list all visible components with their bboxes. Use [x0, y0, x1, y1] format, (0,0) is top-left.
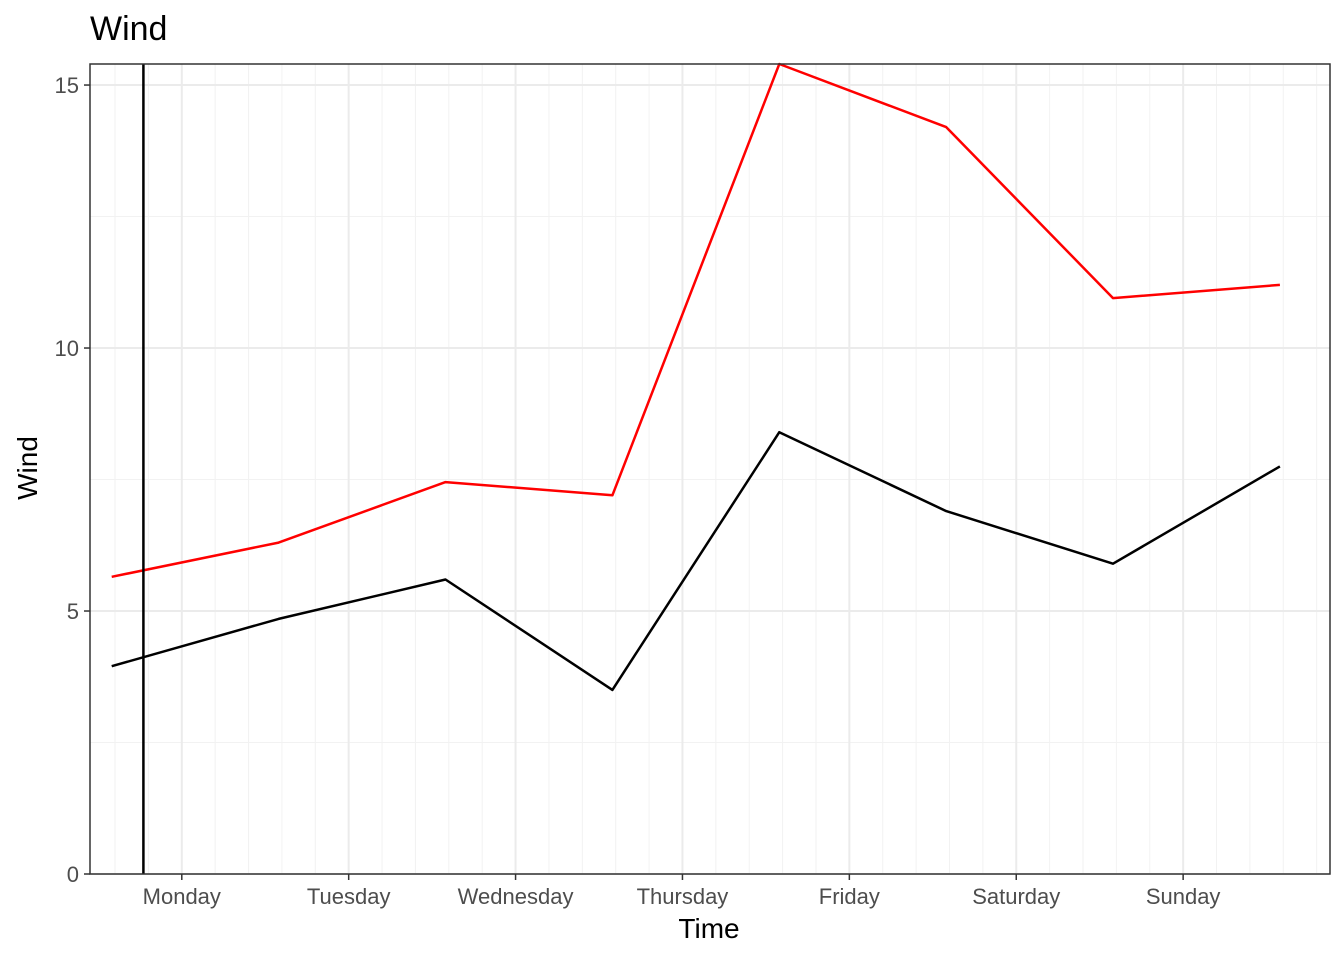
chart-title: Wind	[90, 10, 167, 48]
x-tick-label: Friday	[819, 884, 880, 909]
y-axis-title: Wind	[12, 436, 43, 500]
panel-border	[89, 63, 1331, 875]
minor-gridlines	[90, 64, 1330, 874]
x-tick-label: Sunday	[1146, 884, 1221, 909]
x-axis: Monday Tuesday Wednesday Thursday Friday Satu…	[143, 874, 1221, 909]
series-line	[111, 430, 1281, 692]
series-1	[111, 62, 1280, 579]
y-tick-label: 5	[67, 599, 79, 624]
x-tick-label: Tuesday	[307, 884, 391, 909]
x-tick-label: Saturday	[972, 884, 1060, 909]
y-axis: 0 5 10 15	[55, 73, 90, 887]
y-tick-label: 10	[55, 336, 79, 361]
x-tick-label: Wednesday	[458, 884, 574, 909]
y-tick-label: 15	[55, 73, 79, 98]
y-tick-label: 0	[67, 862, 79, 887]
x-tick-label: Monday	[143, 884, 221, 909]
series-line	[111, 62, 1280, 579]
major-gridlines	[90, 64, 1330, 875]
x-tick-label: Thursday	[637, 884, 729, 909]
series-layer	[111, 62, 1281, 692]
series-2	[111, 430, 1281, 692]
x-axis-title: Time	[678, 913, 739, 944]
